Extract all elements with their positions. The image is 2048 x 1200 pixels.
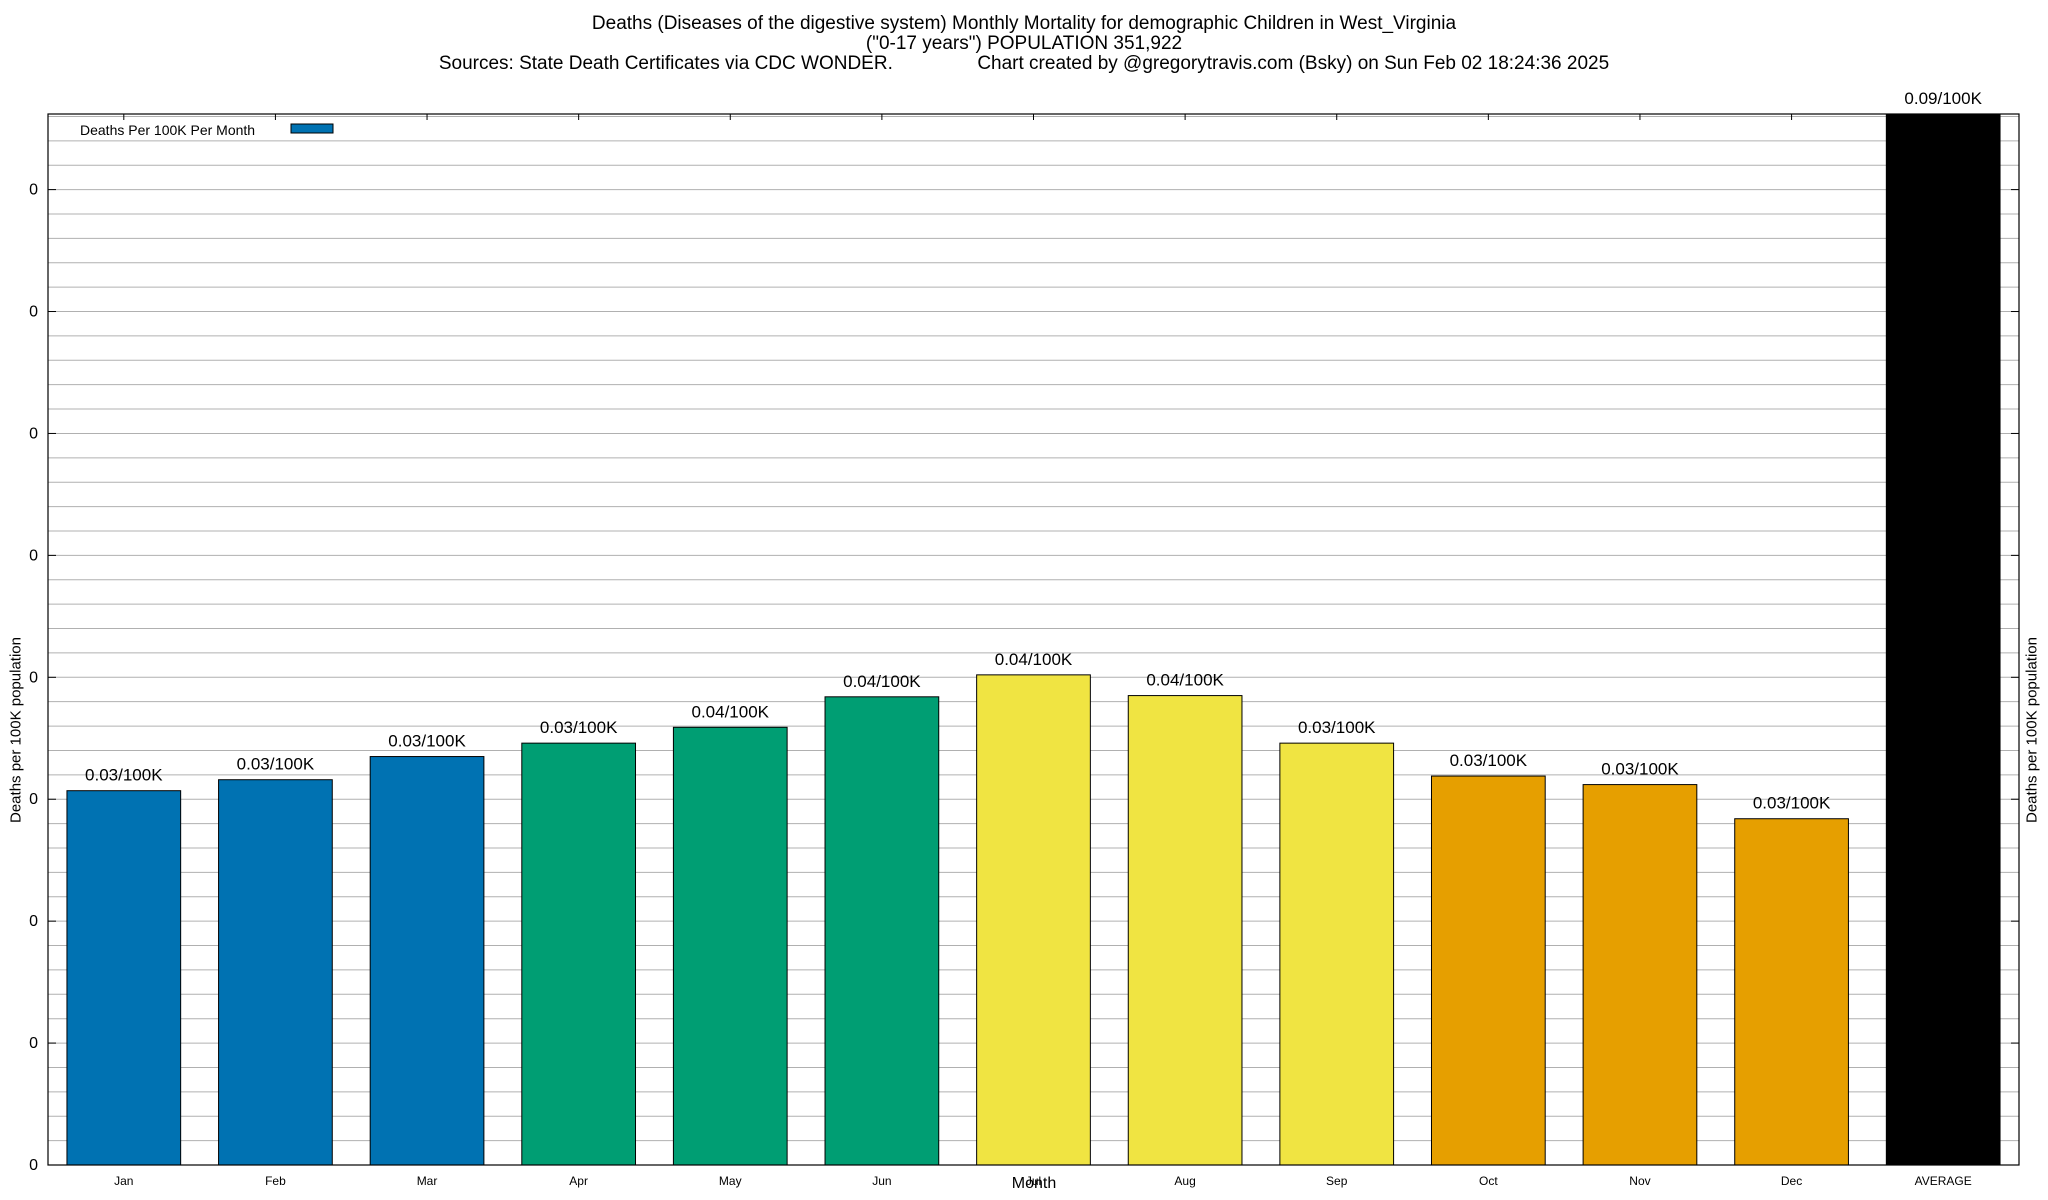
y-tick-label: 0: [29, 547, 38, 564]
bar-apr: [521, 742, 637, 1166]
x-tick-label-feb: Feb: [265, 1174, 286, 1188]
x-tick-label-dec: Dec: [1781, 1174, 1802, 1188]
data-label-jul: 0.04/100K: [995, 650, 1073, 669]
bar-average: [1885, 113, 2001, 1166]
x-tick-label-oct: Oct: [1479, 1174, 1498, 1188]
x-tick-label-jan: Jan: [114, 1174, 133, 1188]
data-label-feb: 0.03/100K: [237, 755, 315, 774]
bar-dec: [1734, 818, 1849, 1166]
y-tick-label: 0: [29, 1157, 38, 1174]
bar-may: [672, 726, 788, 1166]
chart-subtitle: ("0-17 years") POPULATION 351,922: [865, 33, 1183, 54]
bar-aug: [1127, 695, 1243, 1166]
data-label-apr: 0.03/100K: [540, 718, 618, 737]
bar-oct: [1430, 775, 1546, 1166]
data-label-aug: 0.04/100K: [1146, 671, 1224, 690]
bar-sep: [1279, 742, 1395, 1166]
x-tick-label-jun: Jun: [872, 1174, 891, 1188]
x-tick-label-may: May: [719, 1174, 742, 1188]
y-tick-label: 0: [29, 425, 38, 442]
bar-jan: [66, 790, 182, 1166]
data-label-average: 0.09/100K: [1904, 89, 1982, 108]
legend-label: Deaths Per 100K Per Month: [80, 122, 255, 138]
chart-titles: Deaths (Diseases of the digestive system…: [0, 14, 2048, 74]
y-tick-label: 0: [29, 669, 38, 686]
x-tick-label-aug: Aug: [1174, 1174, 1195, 1188]
y-axis-label-right: Deaths per 100K population: [2023, 637, 2041, 823]
x-tick-label-jul: Jul: [1026, 1174, 1041, 1188]
data-label-sep: 0.03/100K: [1298, 718, 1376, 737]
x-tick-label-sep: Sep: [1326, 1174, 1348, 1188]
bar-nov: [1582, 784, 1698, 1166]
y-tick-label: 0: [29, 182, 38, 199]
y-tick-label: 0: [29, 1035, 38, 1052]
x-tick-label-average: AVERAGE: [1915, 1174, 1972, 1188]
bar-mar: [369, 756, 485, 1166]
bar-jun: [824, 696, 940, 1166]
data-label-nov: 0.03/100K: [1601, 760, 1679, 779]
data-label-oct: 0.03/100K: [1450, 751, 1528, 770]
x-tick-label-nov: Nov: [1629, 1174, 1650, 1188]
y-tick-label: 0: [29, 304, 38, 321]
data-label-may: 0.04/100K: [692, 702, 770, 721]
y-tick-label: 0: [29, 913, 38, 930]
x-tick-label-mar: Mar: [417, 1174, 438, 1188]
plot-border: [47, 113, 2020, 1166]
data-label-jun: 0.04/100K: [843, 672, 921, 691]
data-label-mar: 0.03/100K: [388, 732, 466, 751]
bar-feb: [218, 779, 333, 1166]
data-label-dec: 0.03/100K: [1753, 794, 1831, 813]
y-axis-label-left: Deaths per 100K population: [7, 637, 25, 823]
y-tick-label: 0: [29, 791, 38, 808]
chart-source-line: Sources: State Death Certificates via CD…: [438, 53, 1610, 74]
x-axis-label: Month: [1011, 1175, 1057, 1192]
chart-title: Deaths (Diseases of the digestive system…: [591, 13, 1457, 34]
x-tick-label-apr: Apr: [569, 1174, 588, 1188]
data-label-jan: 0.03/100K: [85, 766, 163, 785]
bar-jul: [976, 674, 1091, 1166]
legend-swatch: [290, 123, 334, 134]
